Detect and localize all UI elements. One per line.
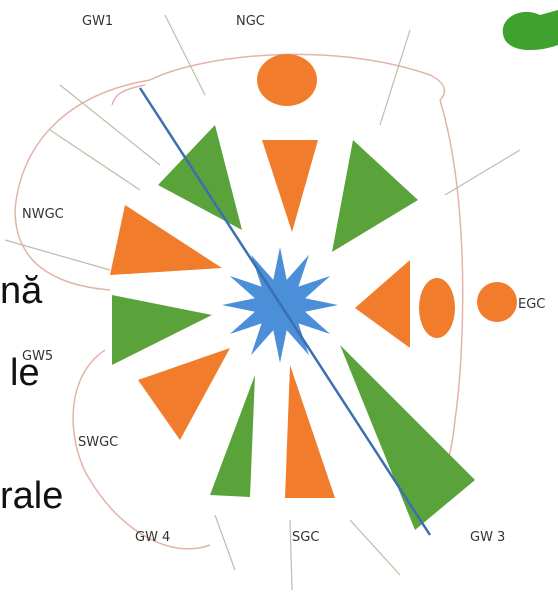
label: SWGC — [78, 435, 118, 450]
label: GW5 — [22, 349, 53, 364]
label: EGC — [518, 297, 545, 312]
label: SGC — [292, 530, 319, 545]
label: GW 4 — [135, 530, 170, 545]
background-text: nă — [0, 270, 43, 312]
label: GW1 — [82, 14, 113, 29]
outlines — [4, 14, 521, 591]
background-text: rale — [0, 475, 63, 517]
shapes — [110, 54, 517, 536]
leaf-blob — [502, 10, 558, 50]
label: NGC — [236, 14, 265, 29]
label: GW 3 — [470, 530, 505, 545]
label: NWGC — [22, 207, 64, 222]
background-text: le — [10, 352, 40, 394]
